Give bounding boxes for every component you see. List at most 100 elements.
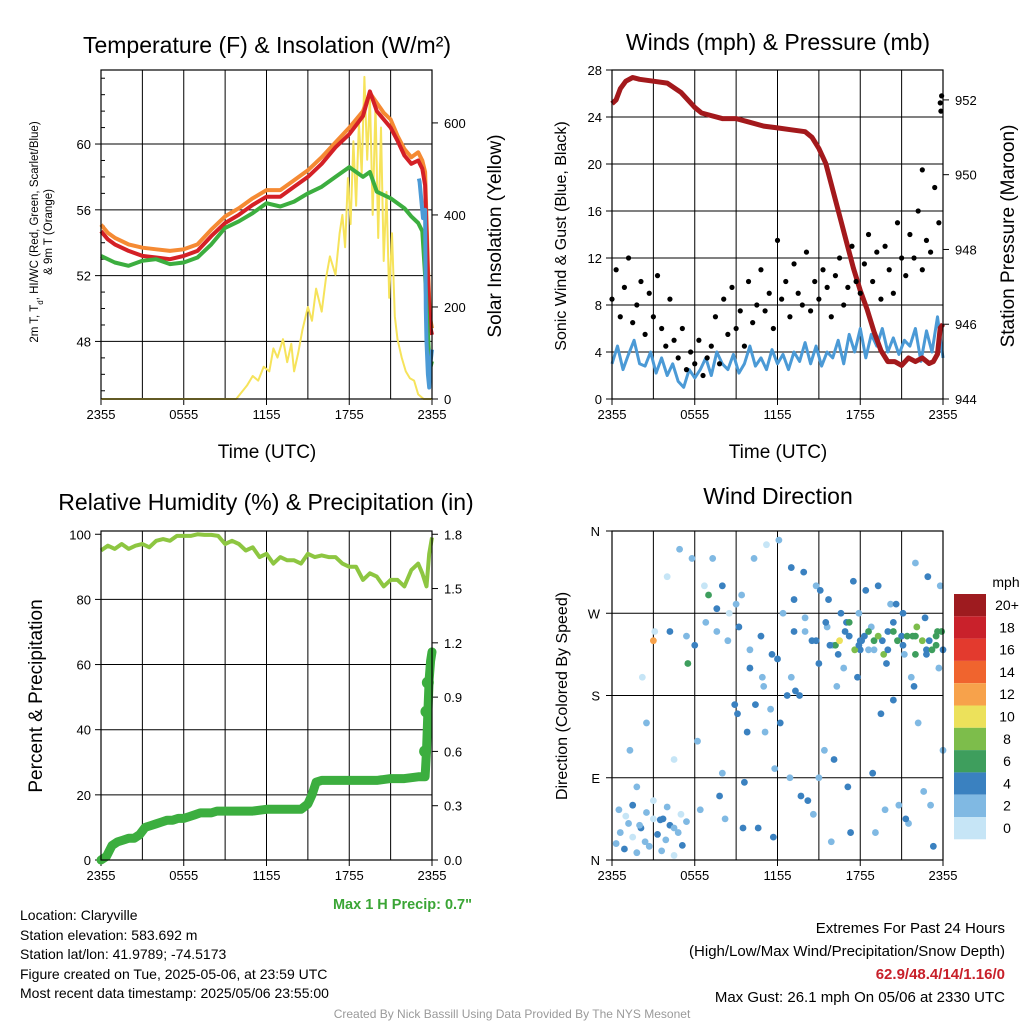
gust-point (932, 184, 938, 191)
y-tick-label: 0 (84, 853, 91, 868)
winds-plot-area: 2355 0555 1155 1755 235504812162024289449469… (588, 63, 977, 422)
gust-point (754, 302, 760, 308)
plot-border (611, 69, 944, 400)
direction-point (645, 842, 653, 850)
x-tick-label: 2355 (598, 407, 627, 422)
legend-label: 16 (999, 642, 1015, 658)
series-wc (416, 178, 434, 390)
series-rh (99, 532, 434, 589)
gust-point (667, 296, 673, 302)
y-tick-label: 16 (588, 204, 602, 219)
direction-point (932, 641, 940, 649)
gust-point (795, 290, 801, 296)
legend-swatch (954, 750, 986, 773)
direction-point (702, 618, 710, 626)
direction-point (674, 829, 682, 836)
direction-point (643, 719, 650, 727)
gust-point (696, 337, 702, 343)
gust-point (886, 267, 892, 273)
gust-point (870, 278, 876, 285)
direction-point (625, 820, 632, 827)
series-solar (101, 75, 432, 400)
direction-point (902, 815, 910, 823)
direction-point (878, 637, 886, 645)
direction-point (935, 664, 943, 672)
direction-point (900, 650, 908, 658)
gust-point (857, 290, 863, 296)
y-tick-label: 60 (77, 658, 91, 673)
humidity-y-label: Percent & Precipitation (26, 599, 47, 792)
direction-point (718, 769, 726, 777)
direction-point (801, 628, 809, 635)
y2-tick-label: 600 (444, 116, 466, 131)
extremes-legend: (High/Low/Max Wind/Precipitation/Snow De… (689, 943, 1005, 960)
direction-point (921, 614, 929, 622)
y2-tick-label: 400 (444, 208, 466, 223)
x-tick-label: 1155 (764, 868, 792, 883)
gust-point (894, 220, 901, 226)
direction-point (654, 831, 661, 838)
direction-point (629, 801, 637, 809)
direction-point (662, 836, 670, 844)
gust-point (927, 249, 934, 255)
recent-text: Most recent data timestamp: 2025/05/06 2… (20, 985, 329, 1001)
gust-point (741, 343, 748, 349)
y2-tick-label: 1.2 (444, 636, 462, 651)
direction-point (889, 696, 897, 704)
direction-point (694, 737, 701, 745)
direction-point (815, 774, 823, 782)
direction-point (688, 555, 696, 562)
winds-y-label: Sonic Wind & Gust (Blue, Black) (553, 121, 570, 350)
direction-point (752, 701, 759, 709)
direction-point (865, 628, 872, 635)
x-tick-label: 1755 (846, 407, 875, 422)
direction-point (758, 673, 766, 681)
humidity-plot-area: 2355 0555 1155 1755 23550204060801000.00.30.… (69, 527, 462, 883)
winds-y2-label: Station Pressure (Maroon) (998, 125, 1019, 348)
direction-point (837, 609, 845, 617)
gust-point (688, 349, 694, 355)
legend-label: 0 (1003, 820, 1011, 836)
plot-border (611, 530, 944, 861)
direction-point (845, 618, 853, 626)
direction-point (804, 797, 812, 804)
direction-point (889, 618, 897, 626)
direction-point (725, 609, 733, 617)
direction-point (870, 646, 878, 654)
direction-point (776, 719, 784, 727)
legend-swatch (954, 705, 986, 728)
gust-point (853, 278, 859, 285)
direction-point (716, 792, 723, 800)
y-tick-label: S (591, 689, 600, 704)
direction-point (787, 673, 795, 681)
direction-point (649, 815, 657, 823)
gust-point (659, 325, 665, 332)
temperature-y2-label: Solar Insolation (Yellow) (485, 134, 506, 337)
direction-panel: Wind Direction 2355 0555 1155 1755 2355NESWN… (554, 483, 1020, 883)
gust-point (712, 314, 719, 320)
x-tick-label: 2355 (87, 868, 116, 883)
direction-point (732, 600, 740, 608)
y2-tick-label: 0.6 (444, 744, 462, 759)
gust-point (907, 231, 913, 238)
direction-point (636, 821, 643, 829)
direction-point (691, 641, 699, 649)
direction-point (641, 838, 649, 846)
y2-tick-label: 946 (955, 317, 977, 332)
x-tick-label: 1155 (253, 407, 281, 422)
series-precip (96, 647, 437, 865)
legend-swatch (954, 794, 986, 817)
legend-swatch (954, 727, 986, 751)
extremes-values: 62.9/48.4/14/1.16/0 (875, 966, 1005, 983)
direction-point (855, 641, 863, 649)
legend-label: 20+ (995, 597, 1019, 613)
gust-point (700, 372, 706, 379)
gust-point (721, 296, 727, 302)
direction-point (892, 600, 900, 608)
direction-point (815, 660, 823, 667)
direction-point (684, 660, 692, 667)
gust-point (828, 314, 834, 320)
legend-swatch (954, 638, 986, 661)
